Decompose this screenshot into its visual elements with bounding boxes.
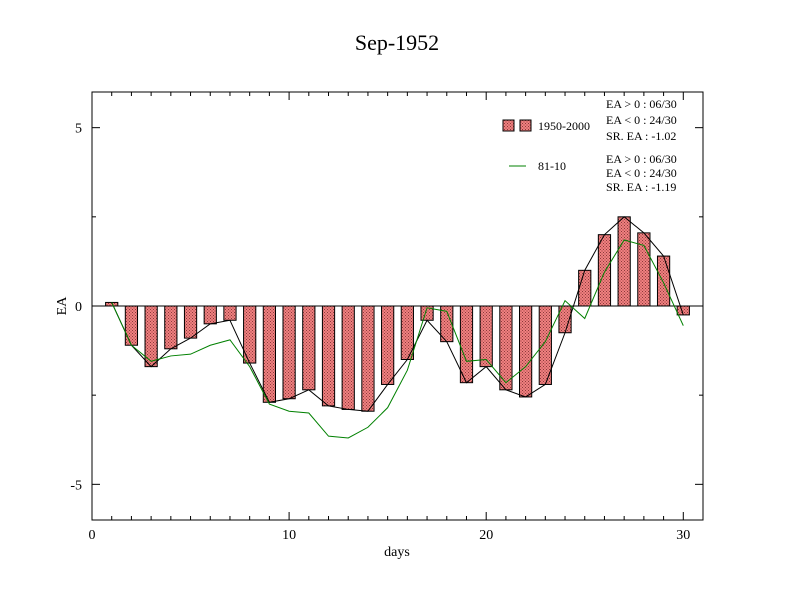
y-axis-label: EA — [55, 296, 70, 316]
legend-swatch-1950-2000-a — [502, 119, 515, 132]
bar — [183, 305, 198, 339]
x-tick-label: 30 — [676, 528, 690, 543]
stats-1-sr-ea: SR. EA : -1.02 — [606, 129, 676, 143]
stats-2-sr-ea: SR. EA : -1.19 — [606, 180, 676, 194]
stats-2-ea-positive: EA > 0 : 06/30 — [606, 152, 677, 166]
line-series — [111, 216, 684, 439]
bar — [459, 305, 474, 384]
y-tick-label: 0 — [75, 300, 82, 315]
legend-swatch-1950-2000-b — [519, 119, 532, 132]
stats-2-ea-negative: EA < 0 : 24/30 — [606, 166, 677, 180]
bar — [223, 305, 237, 321]
series-1950-2000-line — [111, 216, 684, 412]
stats-1-ea-positive: EA > 0 : 06/30 — [606, 97, 677, 111]
legend: 1950-2000 81-10 EA > 0 : 06/30 EA < 0 : … — [502, 97, 677, 194]
bar — [617, 216, 631, 307]
x-tick-label: 0 — [89, 528, 96, 543]
y-tick-label: -5 — [70, 478, 82, 493]
chart-title: Sep-1952 — [355, 30, 439, 55]
bar — [302, 305, 316, 391]
bar — [262, 305, 276, 403]
stats-1-ea-negative: EA < 0 : 24/30 — [606, 113, 677, 127]
bar-series — [105, 216, 690, 412]
bar — [656, 255, 671, 307]
bar — [164, 305, 178, 350]
series-81-10-line — [111, 239, 684, 439]
bar — [321, 305, 336, 407]
y-tick-label: 5 — [75, 122, 82, 137]
bar — [519, 305, 533, 398]
bar — [597, 234, 612, 307]
bar — [381, 305, 395, 385]
bar — [282, 305, 296, 400]
bar — [479, 305, 493, 368]
bar — [361, 305, 375, 412]
bar — [341, 305, 355, 410]
x-tick-label: 20 — [479, 528, 493, 543]
bar — [578, 269, 592, 307]
legend-label-81-10: 81-10 — [538, 159, 566, 173]
x-tick-label: 10 — [282, 528, 296, 543]
legend-label-1950-2000: 1950-2000 — [538, 119, 590, 133]
bar — [203, 305, 217, 325]
x-axis-label: days — [384, 545, 410, 560]
bar — [124, 305, 139, 346]
